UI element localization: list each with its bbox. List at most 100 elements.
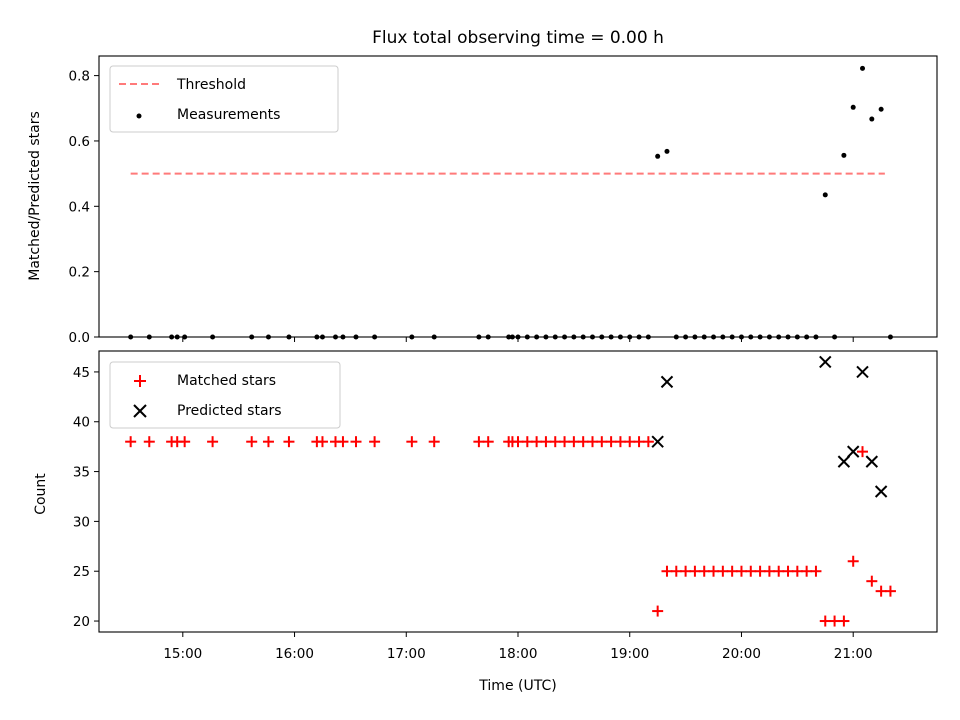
measurement-point: [265, 334, 271, 340]
predicted-star-point: [856, 365, 869, 379]
top-y-tick-label: 0.2: [69, 265, 90, 281]
measurement-point: [673, 334, 679, 340]
measurement-point: [146, 334, 152, 340]
matched-star-point: [482, 436, 494, 448]
top-y-tick-label: 0.0: [69, 330, 90, 346]
x-tick-label: 16:00: [275, 646, 314, 662]
predicted-star-point: [837, 455, 851, 468]
matched-star-point: [179, 436, 191, 448]
matched-star-point: [698, 565, 710, 577]
measurement-point: [340, 334, 346, 340]
x-axis-label: Time (UTC): [478, 678, 556, 694]
measurement-point: [608, 334, 614, 340]
measurement-point: [692, 334, 698, 340]
measurement-point: [729, 334, 735, 340]
top-y-tick-label: 0.6: [69, 134, 90, 150]
matched-star-point: [652, 605, 664, 617]
measurement-point: [509, 334, 515, 340]
matched-star-point: [670, 565, 682, 577]
measurement-point: [476, 334, 482, 340]
measurement-point: [571, 334, 577, 340]
predicted-star-point: [819, 355, 832, 369]
predicted-star-point: [846, 445, 860, 458]
measurement-point: [372, 334, 378, 340]
matched-star-point: [680, 565, 692, 577]
measurement-point: [766, 334, 772, 340]
matched-star-point: [735, 565, 747, 577]
measurement-point: [748, 334, 754, 340]
measurement-point: [580, 334, 586, 340]
matched-star-point: [262, 436, 274, 448]
bottom-y-tick-label: 40: [73, 415, 90, 431]
measurement-point: [683, 334, 689, 340]
matched-star-point: [350, 436, 362, 448]
matched-star-point: [614, 436, 626, 448]
top-y-tick-label: 0.4: [69, 199, 90, 215]
matched-star-point: [540, 436, 552, 448]
predicted-star-point: [865, 455, 879, 468]
matched-star-point: [605, 436, 617, 448]
matched-star-point: [642, 436, 654, 448]
legend-predicted-swatch: [133, 404, 147, 418]
measurement-point: [485, 334, 491, 340]
measurement-point: [249, 334, 255, 340]
matched-star-point: [763, 565, 775, 577]
measurement-point: [850, 104, 856, 110]
matched-star-point: [745, 565, 757, 577]
measurement-point: [314, 334, 320, 340]
measurement-point: [878, 106, 884, 112]
measurement-point: [617, 334, 623, 340]
matched-star-point: [782, 565, 794, 577]
measurement-point: [794, 334, 800, 340]
bottom-panel: 20 25 30 35 40 45 15:00 16:00 17:00 18:00 19:00 20…: [33, 350, 938, 694]
matched-star-point: [207, 436, 219, 448]
measurement-point: [543, 334, 549, 340]
measurement-point: [822, 192, 828, 198]
measurement-point: [552, 334, 558, 340]
measurement-point: [431, 334, 437, 340]
matched-star-point: [283, 436, 295, 448]
matched-star-point: [143, 436, 155, 448]
legend-matched-label: Matched stars: [177, 373, 276, 389]
matched-star-point: [661, 565, 673, 577]
measurement-point: [887, 334, 893, 340]
matched-star-point: [791, 565, 803, 577]
legend-matched-swatch: [134, 375, 146, 387]
bottom-legend-box: [109, 361, 341, 429]
measurement-point: [664, 148, 670, 154]
matched-star-point: [754, 565, 766, 577]
predicted-star-point: [874, 485, 888, 498]
measurement-point: [174, 334, 180, 340]
x-tick-label: 20:00: [722, 646, 761, 662]
measurement-point: [860, 65, 866, 71]
measurement-point: [636, 334, 642, 340]
x-tick-label: 19:00: [610, 646, 649, 662]
measurement-point: [353, 334, 359, 340]
measurement-point: [599, 334, 605, 340]
measurement-point: [128, 334, 134, 340]
bottom-y-tick-label: 25: [73, 564, 90, 580]
measurement-point: [562, 334, 568, 340]
top-legend-box: [109, 65, 339, 133]
matched-star-point: [577, 436, 589, 448]
x-tick-label: 15:00: [163, 646, 202, 662]
measurement-point: [832, 334, 838, 340]
matched-star-point: [866, 575, 878, 587]
matched-star-point: [624, 436, 636, 448]
matched-star-point: [369, 436, 381, 448]
legend-predicted-label: Predicted stars: [177, 403, 282, 419]
matched-star-point: [689, 565, 701, 577]
predicted-star-point: [651, 435, 664, 448]
matched-star-point: [316, 436, 328, 448]
bottom-y-axis-label: Count: [33, 473, 49, 515]
matched-star-point: [473, 436, 485, 448]
matched-star-point: [847, 555, 859, 567]
measurement-point: [813, 334, 819, 340]
matched-star-point: [512, 436, 524, 448]
measurement-point: [785, 334, 791, 340]
x-tick-label: 21:00: [834, 646, 873, 662]
measurement-point: [841, 152, 847, 158]
legend-measurements-swatch: [136, 113, 142, 119]
matched-star-point: [568, 436, 580, 448]
matched-star-point: [559, 436, 571, 448]
